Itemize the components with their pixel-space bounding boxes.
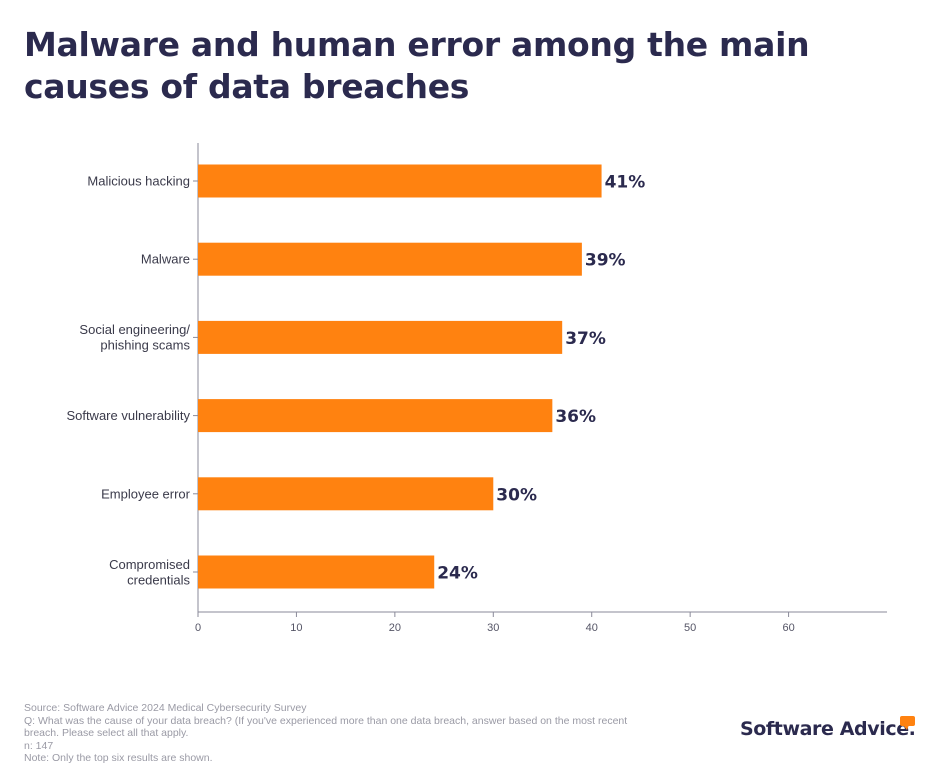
category-label: Social engineering/ (79, 322, 190, 337)
x-tick-label: 10 (290, 622, 302, 634)
data-label: 30% (496, 485, 537, 505)
bar (198, 242, 582, 276)
bar (198, 555, 435, 589)
speech-bubble-icon (900, 716, 915, 730)
data-label: 41% (605, 173, 646, 193)
category-label: credentials (127, 572, 190, 587)
category-label: Malicious hacking (87, 174, 190, 189)
category-label: Employee error (101, 486, 191, 501)
footer-question-line-2: breach. Please select all that apply. (24, 727, 189, 740)
footer-source: Source: Software Advice 2024 Medical Cyb… (24, 702, 307, 714)
bar (198, 320, 563, 354)
footer-sample-size: n: 147 (24, 739, 54, 752)
category-label: Software vulnerability (66, 408, 190, 423)
x-tick-label: 30 (487, 622, 499, 634)
footer-note: Note: Only the top six results are shown… (24, 752, 213, 765)
footer-question-line-1: Q: What was the cause of your data breac… (24, 714, 628, 727)
logo-text: Software Advice. (740, 718, 916, 740)
x-tick-label: 60 (782, 622, 794, 634)
chart-title-line-1: Malware and human error among the main (24, 25, 810, 64)
data-label: 37% (565, 329, 606, 349)
bar (198, 399, 553, 433)
category-label: phishing scams (100, 338, 190, 353)
bar-chart: 0 10 20 30 40 50 60 Malicious hacking 41% Malware… (66, 143, 888, 634)
category-label: Malware (141, 252, 190, 267)
data-label: 39% (585, 251, 626, 271)
bar (198, 164, 602, 198)
data-label: 36% (555, 407, 596, 427)
x-tick-label: 40 (586, 622, 598, 634)
data-label: 24% (437, 564, 478, 584)
software-advice-logo: Software Advice. (740, 716, 920, 744)
x-tick-label: 0 (195, 622, 201, 634)
chart-footer: Source: Software Advice 2024 Medical Cyb… (24, 702, 664, 765)
x-tick-label: 50 (684, 622, 696, 634)
chart-title: Malware and human error among the main c… (24, 24, 884, 108)
category-label: Compromised (109, 557, 190, 572)
x-tick-label: 20 (389, 622, 401, 634)
chart-title-line-2: causes of data breaches (24, 67, 470, 106)
bar (198, 477, 494, 511)
